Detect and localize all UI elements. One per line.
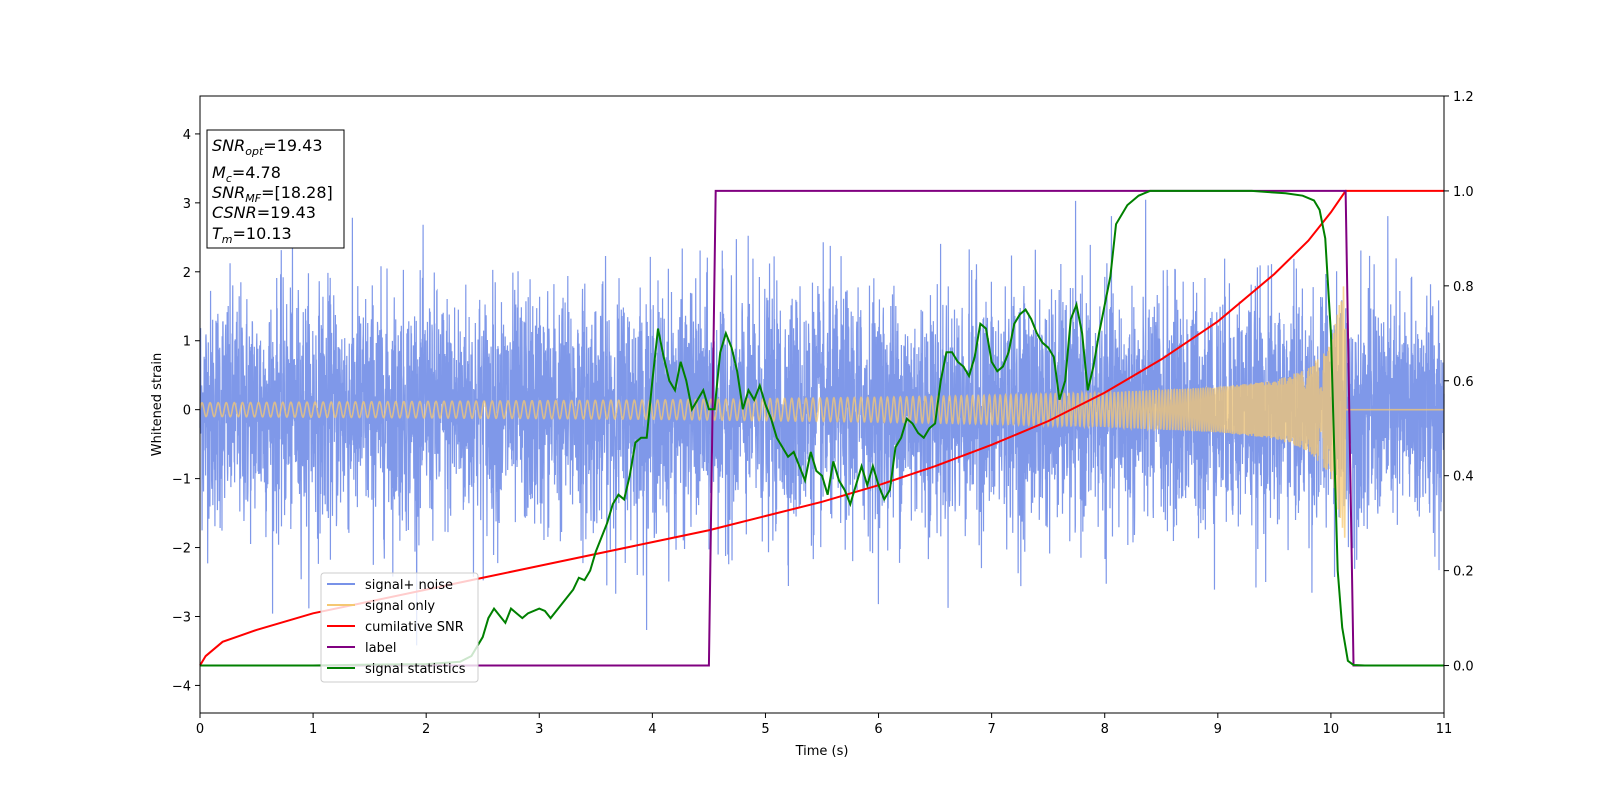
x-tick-label: 0 (196, 722, 204, 737)
y-axis-title: Whitened strain (150, 353, 165, 456)
plot-frame (199, 95, 1445, 714)
y-right-tick-label: 1.2 (1453, 90, 1474, 105)
legend-label-cumulative-snr: cumilative SNR (365, 620, 464, 635)
legend: signal+ noise signal only cumilative SNR… (320, 572, 479, 683)
signal-statistics-line (200, 189, 1444, 667)
series-signal-statistics (200, 189, 1444, 667)
y-right-tick-label: 0.2 (1453, 565, 1474, 580)
x-tick-label: 6 (874, 722, 882, 737)
y-left-tick-label: 2 (183, 266, 191, 281)
info-snr-opt: SNRopt=19.43 (212, 136, 323, 158)
y-left-tick-label: −3 (172, 610, 191, 625)
x-tick-label: 1 (309, 722, 317, 737)
info-box-frame (206, 129, 345, 249)
x-tick-label: 4 (648, 722, 656, 737)
info-box: SNRopt=19.43 Mc=4.78 SNRMF=[18.28] CSNR=… (206, 129, 345, 249)
y-right-tick-label: 0.8 (1453, 280, 1474, 295)
x-tick-label: 10 (1323, 722, 1340, 737)
signal-only-line (199, 286, 1444, 538)
y-left-tick-label: 1 (183, 335, 191, 350)
x-tick-label: 9 (1214, 722, 1222, 737)
y-right-tick-label: 0.6 (1453, 375, 1474, 390)
legend-label-signal-statistics: signal statistics (365, 662, 466, 677)
x-tick-label: 2 (422, 722, 430, 737)
x-tick-label: 8 (1101, 722, 1109, 737)
y-right-tick-label: 0.0 (1453, 660, 1474, 675)
info-csnr: CSNR=19.43 (212, 203, 316, 222)
series-signal-noise (199, 199, 1445, 646)
legend-label-signal-only: signal only (365, 599, 435, 614)
info-snr-mf: SNRMF=[18.28] (212, 183, 333, 205)
y-left-tick-label: 0 (183, 404, 191, 419)
y-left-tick-label: −2 (172, 542, 191, 557)
y-right-tick-label: 1.0 (1453, 185, 1474, 200)
x-tick-label: 5 (761, 722, 769, 737)
y-left-tick-label: −1 (172, 473, 191, 488)
x-tick-label: 11 (1436, 722, 1453, 737)
y-axis-right: 0.0 0.2 0.4 0.6 0.8 1.0 1.2 (1444, 90, 1474, 675)
series-signal-only (199, 286, 1444, 538)
y-right-tick-label: 0.4 (1453, 470, 1474, 485)
y-axis-left: −4 −3 −2 −1 0 1 2 3 4 (172, 128, 200, 694)
x-tick-label: 7 (987, 722, 995, 737)
y-left-tick-label: 4 (183, 128, 191, 143)
y-left-tick-label: −4 (172, 679, 191, 694)
y-left-tick-label: 3 (183, 197, 191, 212)
legend-label-signal-noise: signal+ noise (365, 578, 453, 593)
x-tick-label: 3 (535, 722, 543, 737)
legend-frame (320, 572, 479, 683)
x-axis: 0 1 2 3 4 5 6 7 8 9 10 11 (196, 713, 1452, 737)
signal-noise-line (199, 199, 1445, 646)
info-tm: Tm=10.13 (212, 224, 292, 246)
legend-label-label: label (365, 641, 396, 656)
x-axis-title: Time (s) (795, 744, 849, 759)
info-mc: Mc=4.78 (212, 163, 281, 185)
